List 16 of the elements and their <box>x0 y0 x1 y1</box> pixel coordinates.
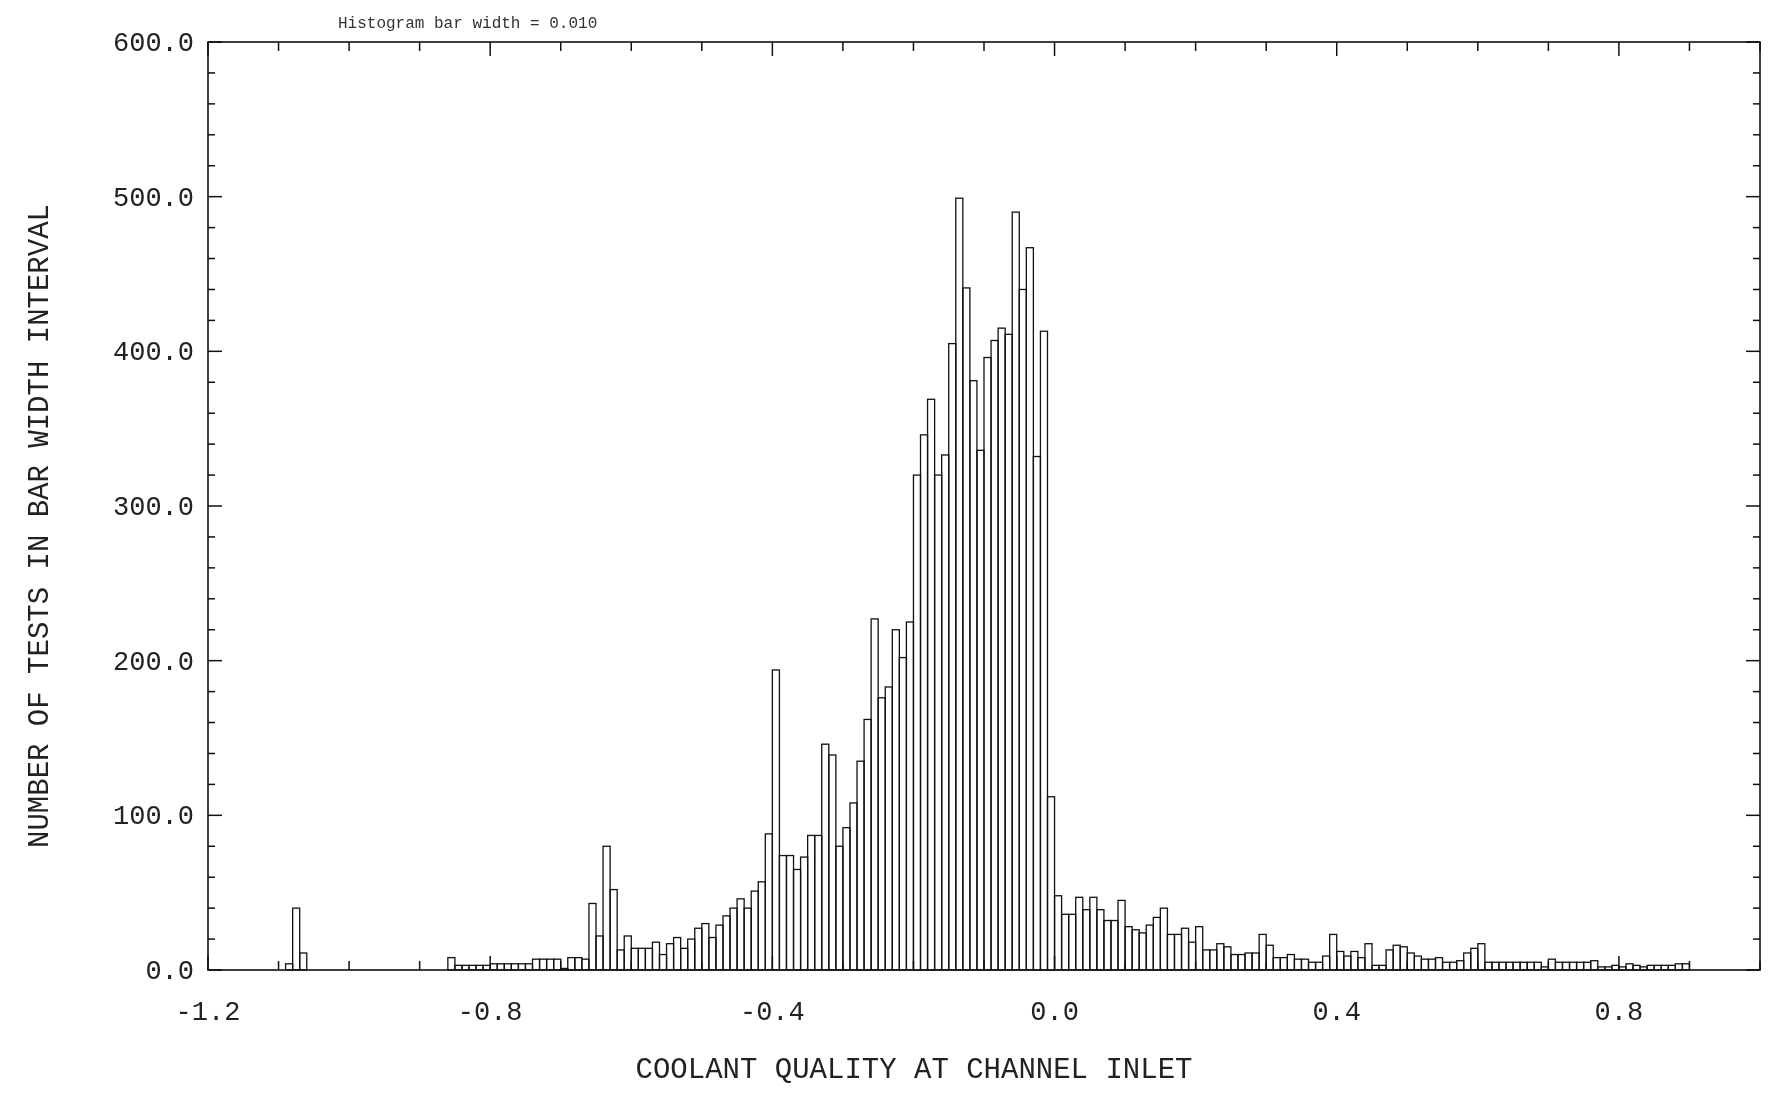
chart-title: Histogram bar width = 0.010 <box>338 15 598 33</box>
y-tick-label: 200.0 <box>112 647 194 678</box>
y-tick-label: 300.0 <box>112 493 194 523</box>
x-tick-label: -0.8 <box>457 998 523 1028</box>
x-tick-label: -0.4 <box>739 998 805 1028</box>
x-axis-title: COOLANT QUALITY AT CHANNEL INLET <box>635 1054 1193 1087</box>
y-axis-title: NUMBER OF TESTS IN BAR WIDTH INTERVAL <box>24 204 57 848</box>
x-tick-label: 0.8 <box>1594 998 1644 1028</box>
y-tick-label: 0.0 <box>145 957 194 987</box>
y-tick-label: 400.0 <box>112 338 194 369</box>
x-tick-label: -1.2 <box>175 998 241 1028</box>
y-tick-label: 500.0 <box>112 183 194 214</box>
x-tick-label: 0.4 <box>1312 998 1362 1028</box>
y-tick-label: 100.0 <box>112 802 194 833</box>
y-tick-label: 600.0 <box>112 29 194 59</box>
x-tick-label: 0.0 <box>1030 998 1079 1028</box>
